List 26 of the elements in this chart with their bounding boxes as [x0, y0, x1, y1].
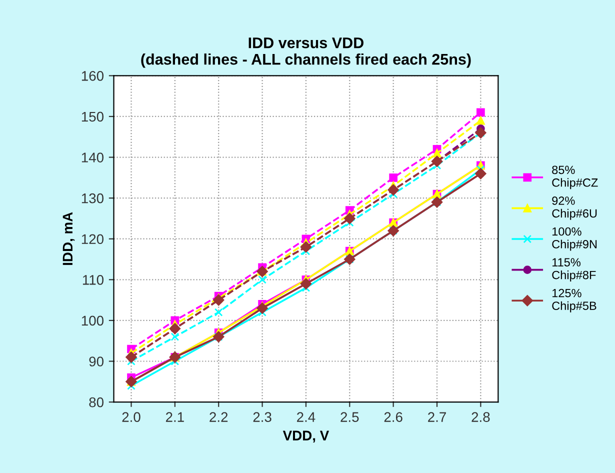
y-tick-label: 160: [82, 71, 104, 81]
y-tick-label: 150: [82, 112, 104, 122]
legend-label: 85% Chip#CZ: [552, 166, 598, 190]
y-tick-label: 90: [89, 356, 104, 366]
x-tick-label: 2.6: [384, 412, 402, 422]
x-tick-label: 2.4: [297, 412, 316, 422]
x-tick-label: 2.7: [428, 412, 446, 422]
x-tick-label: 2.8: [472, 412, 490, 422]
legend-label: 125% Chip#5B: [552, 288, 596, 312]
legend-label: 115% Chip#8F: [552, 258, 596, 282]
legend-label: 100% Chip#9N: [552, 227, 597, 251]
y-tick-label: 80: [89, 397, 104, 408]
y-tick-label: 120: [82, 234, 104, 244]
x-axis-title: VDD, V: [282, 430, 330, 442]
y-tick-label: 130: [82, 193, 104, 204]
x-tick-label: 2.3: [253, 412, 272, 422]
y-tick-label: 110: [82, 274, 104, 285]
x-tick-label: 2.0: [122, 412, 140, 422]
x-tick-label: 2.2: [210, 412, 228, 422]
y-tick-label: 140: [82, 152, 104, 162]
x-tick-label: 2.1: [166, 412, 184, 422]
legend-label: 92% Chip#6U: [552, 196, 597, 220]
y-axis-title: IDD, mA: [62, 212, 75, 265]
y-tick-label: 100: [82, 316, 104, 326]
chart-title: IDD versus VDD (dashed lines - ALL channels fired each 25ns): [141, 38, 471, 68]
x-tick-label: 2.5: [340, 412, 359, 422]
